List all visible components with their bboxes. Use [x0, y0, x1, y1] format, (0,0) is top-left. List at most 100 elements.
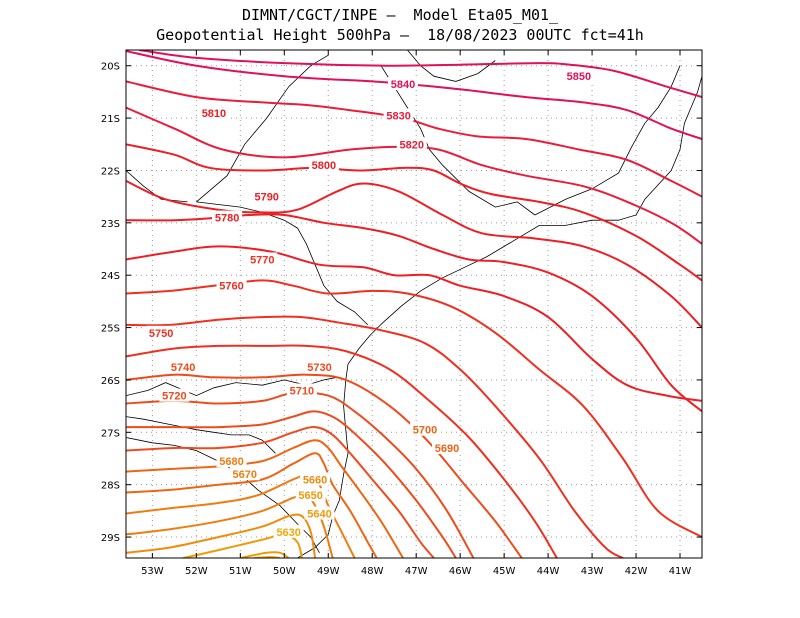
- lon-tick-label: 52W: [185, 566, 208, 577]
- coastline-segment: [407, 50, 496, 82]
- coastline-segment: [196, 54, 329, 203]
- lat-tick-label: 23S: [101, 219, 120, 230]
- lat-lon-grid: [126, 50, 702, 558]
- contour-line-5760: [126, 315, 624, 558]
- contour-label-5760: 5760: [219, 281, 243, 293]
- lat-tick-label: 21S: [101, 114, 120, 125]
- lat-tick-label: 29S: [101, 533, 120, 544]
- contour-line-5820: [126, 106, 702, 245]
- contour-label-5670: 5670: [232, 469, 256, 481]
- lon-tick-label: 51W: [229, 566, 252, 577]
- contour-label-5830: 5830: [386, 110, 410, 122]
- contour-label-5770: 5770: [250, 254, 274, 266]
- lon-tick-label: 46W: [449, 566, 472, 577]
- contour-line-5730: [126, 391, 475, 558]
- lon-tick-label: 42W: [625, 566, 648, 577]
- contour-label-bg: [159, 388, 190, 402]
- contour-label-bg: [431, 441, 462, 455]
- contour-label-bg: [229, 467, 260, 481]
- lon-tick-label: 47W: [405, 566, 428, 577]
- contour-line-5840: [126, 50, 702, 140]
- plot-frame: [125, 49, 703, 559]
- contour-label-5630: 5630: [276, 527, 300, 539]
- coastline-segment: [196, 201, 369, 326]
- contour-label-5750: 5750: [149, 328, 173, 340]
- contour-label-5690: 5690: [435, 443, 459, 455]
- lon-tick-label: 43W: [581, 566, 604, 577]
- contour-label-bg: [216, 278, 247, 292]
- contour-line-5700: [126, 439, 404, 558]
- coastline-segment: [126, 170, 188, 203]
- contour-label-bg: [396, 137, 427, 151]
- lon-tick-label: 44W: [537, 566, 560, 577]
- contour-line-5720: [126, 410, 457, 558]
- lon-tick-label: 45W: [493, 566, 516, 577]
- contour-label-5700: 5700: [413, 425, 437, 437]
- lat-tick-label: 20S: [101, 62, 120, 73]
- lat-tick-label: 28S: [101, 481, 120, 492]
- contour-line-5790: [126, 213, 702, 413]
- contour-label-bg: [212, 210, 243, 224]
- contour-label-5850: 5850: [567, 71, 591, 83]
- coastline-segment: [380, 65, 536, 216]
- contour-line-5710: [126, 426, 435, 558]
- coastline: [126, 50, 702, 558]
- contour-label-5640: 5640: [307, 508, 331, 520]
- contour-line-5800: [126, 179, 702, 329]
- contour-label-bg: [168, 359, 199, 373]
- contour-label-5710: 5710: [290, 385, 314, 397]
- contour-labels: 5850 5840 5830 5820 5810 5800 5790 5780 5770 5760…: [146, 69, 594, 539]
- contour-line-5750: [126, 344, 558, 558]
- contour-line-5640: [240, 551, 290, 558]
- lat-tick-label: 26S: [101, 376, 120, 387]
- contour-label-5740: 5740: [171, 362, 195, 374]
- contour-label-5790: 5790: [254, 192, 278, 204]
- height-contours: [126, 50, 702, 558]
- lat-tick-label: 22S: [101, 166, 120, 177]
- contour-label-bg: [146, 325, 177, 339]
- contour-line-5780: [126, 245, 702, 402]
- contour-line-5740: [126, 373, 523, 558]
- contour-line-5830: [126, 80, 702, 198]
- contour-line-5690: [126, 452, 378, 558]
- contour-label-bg: [409, 422, 440, 436]
- lon-tick-label: 50W: [273, 566, 296, 577]
- contour-label-5720: 5720: [162, 391, 186, 403]
- lon-tick-label: 53W: [141, 566, 164, 577]
- contour-line-5810: [126, 143, 702, 282]
- contour-label-bg: [383, 108, 414, 122]
- contour-label-bg: [388, 77, 419, 91]
- contour-label-5650: 5650: [298, 490, 322, 502]
- lat-tick-label: 24S: [101, 271, 120, 282]
- contour-label-5680: 5680: [219, 456, 243, 468]
- contour-label-bg: [300, 472, 331, 486]
- contour-label-bg: [247, 252, 278, 266]
- map-title-line2: Geopotential Height 500hPa — 18/08/2023 …: [156, 26, 644, 44]
- contour-label-bg: [295, 488, 326, 502]
- axis-ticks: 53W 52W 51W 50W 49W 48W 47W 46W 45W 44W 43W 42W 41W 2…: [101, 50, 702, 577]
- contour-label-bg: [251, 189, 282, 203]
- lon-tick-label: 48W: [361, 566, 384, 577]
- contour-line-5850: [139, 50, 702, 99]
- coastline-segment: [327, 76, 702, 535]
- lon-tick-label: 49W: [317, 566, 340, 577]
- contour-label-5660: 5660: [303, 474, 327, 486]
- coastline-segment: [534, 65, 681, 216]
- lat-tick-label: 27S: [101, 428, 120, 439]
- lon-tick-label: 41W: [669, 566, 692, 577]
- contour-label-bg: [304, 359, 335, 373]
- contour-label-5840: 5840: [391, 79, 415, 91]
- contour-label-bg: [308, 158, 339, 172]
- contour-label-bg: [273, 524, 304, 538]
- coastline-segment: [297, 534, 329, 558]
- contour-label-bg: [286, 383, 317, 397]
- map-title-line1: DIMNT/CGCT/INPE — Model Eta05_M01_: [241, 6, 559, 24]
- lat-tick-label: 25S: [101, 324, 120, 335]
- contour-label-bg: [304, 506, 335, 520]
- contour-label-bg: [563, 69, 594, 83]
- coastline-segment: [126, 416, 276, 454]
- contour-line-5660: [126, 513, 317, 558]
- contour-label-5810: 5810: [202, 108, 226, 120]
- contour-label-5800: 5800: [312, 160, 336, 172]
